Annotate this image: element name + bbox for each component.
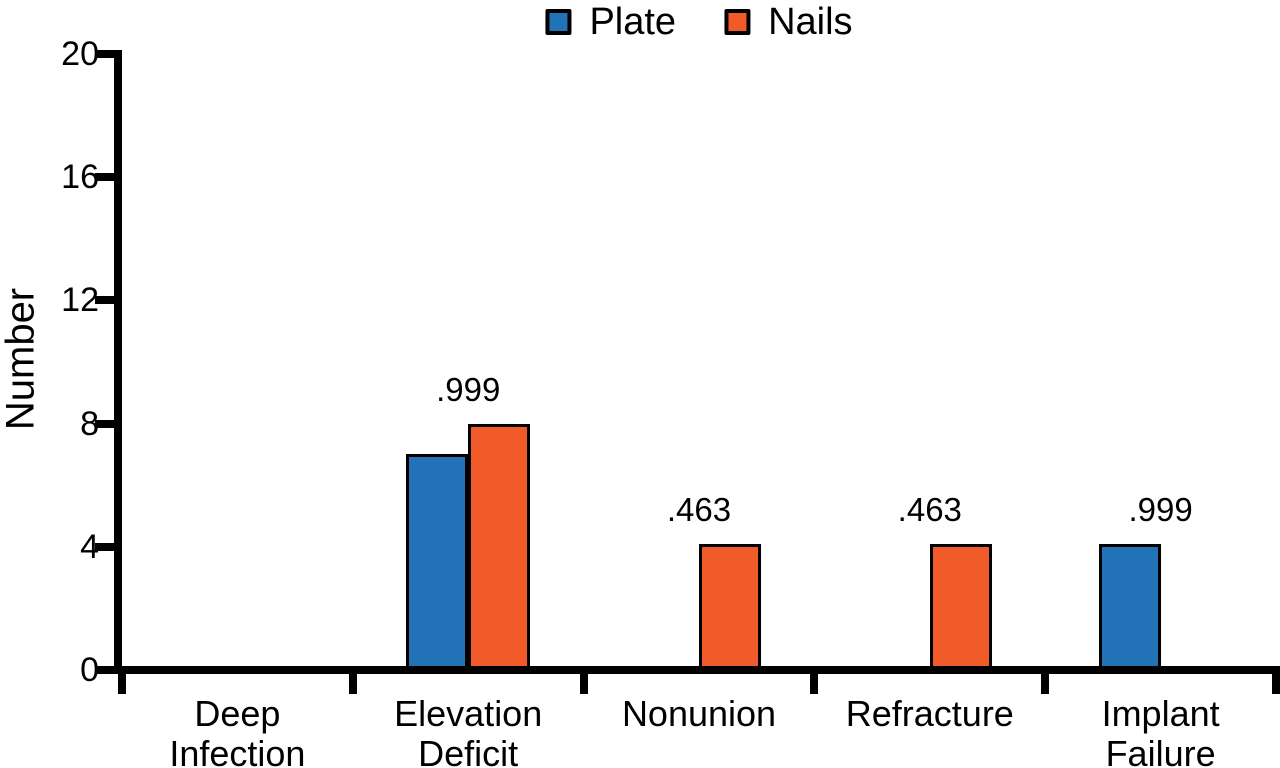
legend-label-nails: Nails (768, 1, 853, 43)
y-tick-mark (95, 419, 114, 428)
x-category-label-line: Refracture (845, 693, 1014, 734)
bar-nails-2 (699, 543, 761, 672)
p-value-annotation: .999 (1128, 490, 1193, 528)
x-tick-mark (579, 666, 588, 694)
bar-nails-3 (929, 543, 992, 672)
y-tick-label: 16 (61, 158, 99, 197)
x-axis-line (114, 666, 1278, 674)
y-tick-label: 8 (80, 404, 99, 443)
y-axis-line (114, 50, 122, 674)
legend-item-nails: Nails (724, 1, 853, 43)
x-category-label: Implant Failure (1102, 694, 1220, 768)
bar-plate-4 (1098, 543, 1161, 672)
x-tick-mark (1041, 666, 1050, 694)
legend-item-plate: Plate (545, 1, 676, 43)
legend: Plate Nails (545, 1, 853, 43)
nails-swatch-icon (724, 9, 751, 35)
p-value-annotation: .999 (436, 370, 501, 408)
x-category-label-line: Elevation (394, 693, 543, 734)
y-tick-label: 0 (80, 651, 99, 689)
x-category-label: Elevation Deficit (394, 694, 542, 768)
plate-swatch-icon (545, 9, 572, 35)
p-value-annotation: .463 (897, 490, 962, 528)
y-tick-mark (95, 296, 114, 305)
y-tick-label: 20 (61, 35, 99, 73)
p-value-annotation: .463 (666, 490, 732, 528)
x-tick-mark (1272, 666, 1280, 694)
x-tick-mark (118, 666, 126, 694)
y-tick-label: 4 (80, 527, 99, 566)
x-category-label: Deep Infection (169, 694, 305, 768)
y-tick-mark (95, 50, 114, 58)
x-category-label-line: Nonunion (621, 693, 777, 734)
bar-nails-1 (468, 423, 531, 672)
x-category-label-line: Deep (194, 693, 281, 734)
x-category-label-line: Failure (1105, 733, 1216, 768)
y-tick-mark (95, 666, 114, 674)
y-tick-mark (95, 173, 114, 182)
x-category-label-line: Deficit (418, 733, 519, 768)
bar-plate-1 (406, 454, 469, 672)
x-category-label: Nonunion (622, 694, 776, 734)
x-category-label-line: Infection (169, 733, 306, 768)
x-tick-mark (810, 666, 819, 694)
x-tick-mark (348, 666, 357, 694)
y-tick-mark (95, 542, 114, 551)
x-category-label: Refracture (846, 694, 1014, 734)
legend-label-plate: Plate (589, 1, 677, 43)
y-tick-label: 12 (61, 281, 99, 320)
x-category-label-line: Implant (1101, 693, 1220, 734)
